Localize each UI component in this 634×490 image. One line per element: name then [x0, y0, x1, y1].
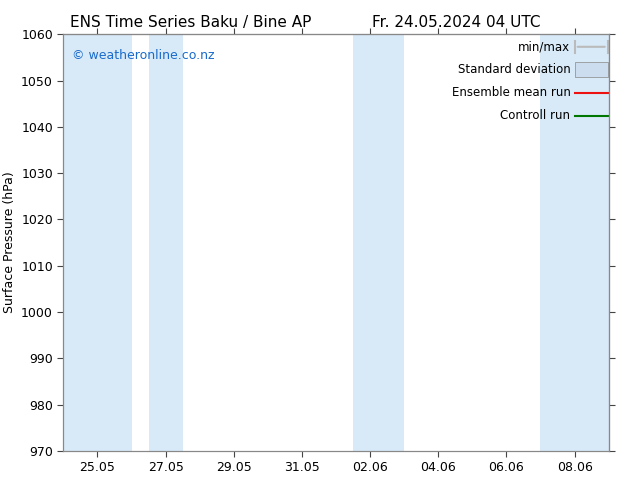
- Text: Ensemble mean run: Ensemble mean run: [451, 86, 571, 99]
- FancyBboxPatch shape: [575, 62, 607, 77]
- Text: Fr. 24.05.2024 04 UTC: Fr. 24.05.2024 04 UTC: [372, 15, 541, 30]
- Bar: [148, 34, 183, 451]
- Text: Controll run: Controll run: [500, 109, 571, 122]
- Text: Standard deviation: Standard deviation: [458, 63, 571, 76]
- Text: © weatheronline.co.nz: © weatheronline.co.nz: [72, 49, 214, 62]
- Text: min/max: min/max: [519, 40, 571, 53]
- Bar: [63, 34, 132, 451]
- Bar: [353, 34, 404, 451]
- Bar: [540, 34, 609, 451]
- Y-axis label: Surface Pressure (hPa): Surface Pressure (hPa): [3, 172, 16, 314]
- Text: ENS Time Series Baku / Bine AP: ENS Time Series Baku / Bine AP: [70, 15, 311, 30]
